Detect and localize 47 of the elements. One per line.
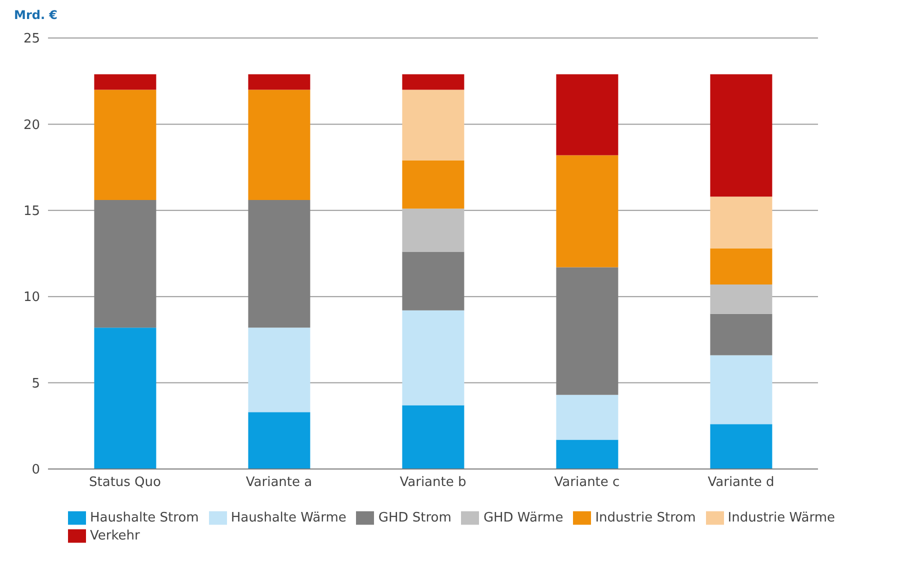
bar	[710, 284, 772, 314]
y-tick-label: 25	[23, 32, 40, 47]
bar	[248, 200, 310, 328]
bar	[94, 328, 156, 469]
bar	[710, 314, 772, 356]
x-tick-label: Status Quo	[89, 475, 162, 490]
bar	[248, 412, 310, 469]
y-tick-label: 15	[23, 204, 40, 220]
bar	[556, 267, 618, 395]
bar	[402, 90, 464, 160]
bar	[710, 355, 772, 424]
bar	[710, 74, 772, 197]
bar	[402, 74, 464, 90]
bar	[556, 74, 618, 156]
legend-label: Industrie Wärme	[728, 510, 836, 526]
bar	[248, 74, 310, 90]
x-tick-label: Variante d	[708, 475, 774, 490]
y-tick-label: 0	[32, 462, 40, 478]
bar	[556, 155, 618, 268]
bar	[402, 252, 464, 310]
y-tick-label: 5	[32, 376, 40, 392]
bar	[402, 160, 464, 209]
legend-label: Industrie Strom	[595, 510, 696, 526]
x-tick-label: Variante c	[554, 475, 620, 490]
legend-label: Verkehr	[90, 528, 140, 544]
y-axis-title: Mrd. €	[14, 8, 59, 24]
bar	[248, 90, 310, 200]
y-tick-label: 20	[23, 118, 40, 133]
bar	[402, 310, 464, 406]
x-tick-label: Variante a	[246, 475, 312, 490]
bar	[94, 90, 156, 200]
bar	[402, 405, 464, 469]
bar	[710, 424, 772, 469]
bar	[556, 394, 618, 440]
y-tick-label: 10	[23, 290, 40, 306]
bar	[556, 440, 618, 469]
bar	[94, 74, 156, 90]
bar	[710, 248, 772, 285]
bar	[710, 196, 772, 248]
bar	[248, 328, 310, 412]
legend-label: Haushalte Strom	[90, 510, 199, 526]
x-tick-label: Variante b	[400, 475, 466, 490]
legend-label: Haushalte Wärme	[230, 510, 346, 526]
legend-label: GHD Wärme	[483, 510, 564, 526]
bar	[402, 208, 464, 252]
legend-label: GHD Strom	[378, 510, 452, 526]
bar	[94, 200, 156, 328]
